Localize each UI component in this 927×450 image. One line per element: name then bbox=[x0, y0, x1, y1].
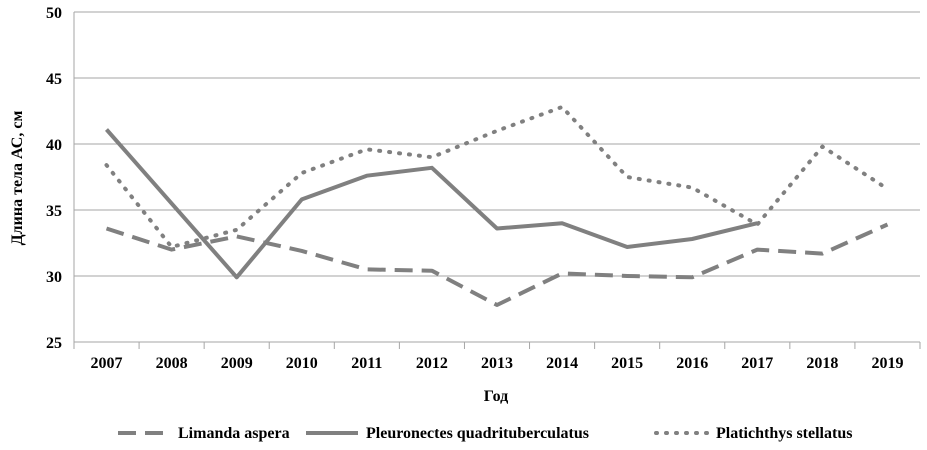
legend: Limanda aspera Pleuronectes quadritubercu… bbox=[118, 425, 852, 442]
x-tick-label: 2010 bbox=[286, 355, 318, 372]
x-tick-label: 2017 bbox=[741, 355, 773, 372]
series-line-2 bbox=[104, 128, 758, 280]
x-tick-label: 2018 bbox=[806, 355, 838, 372]
x-tick-label: 2009 bbox=[221, 355, 253, 372]
y-tick-label: 30 bbox=[46, 269, 62, 286]
series-lines bbox=[104, 105, 890, 307]
y-tick-label: 40 bbox=[46, 137, 62, 154]
y-tick-label: 45 bbox=[46, 71, 62, 88]
series-line-1 bbox=[105, 222, 889, 307]
gridlines bbox=[74, 11, 920, 277]
x-axis-title: Год bbox=[484, 388, 508, 405]
legend-label-2: Pleuronectes quadrituberculatus bbox=[366, 425, 589, 442]
x-tick-labels: 2007 2008 2009 2010 2011 2012 2013 2014 2015 2016… bbox=[73, 342, 921, 372]
y-tick-label: 50 bbox=[46, 5, 62, 22]
legend-label-1: Limanda aspera bbox=[178, 425, 290, 442]
y-axis-title: Длина тела АС, см bbox=[9, 111, 26, 246]
x-tick-label: 2012 bbox=[416, 355, 448, 372]
x-tick-label: 2008 bbox=[156, 355, 188, 372]
x-tick-label: 2015 bbox=[611, 355, 643, 372]
x-tick-label: 2013 bbox=[481, 355, 513, 372]
y-tick-label: 35 bbox=[46, 203, 62, 220]
x-tick-label: 2007 bbox=[91, 355, 123, 372]
legend-label-3: Platichthys stellatus bbox=[716, 425, 852, 442]
x-tick-label: 2016 bbox=[676, 355, 708, 372]
y-tick-label: 25 bbox=[46, 335, 62, 352]
x-tick-label: 2011 bbox=[351, 355, 382, 372]
y-tick-labels: 25 30 35 40 45 50 bbox=[46, 5, 62, 352]
series-line-3 bbox=[104, 105, 890, 249]
x-tick-label: 2019 bbox=[871, 355, 903, 372]
axes bbox=[73, 12, 920, 343]
x-tick-label: 2014 bbox=[546, 355, 578, 372]
